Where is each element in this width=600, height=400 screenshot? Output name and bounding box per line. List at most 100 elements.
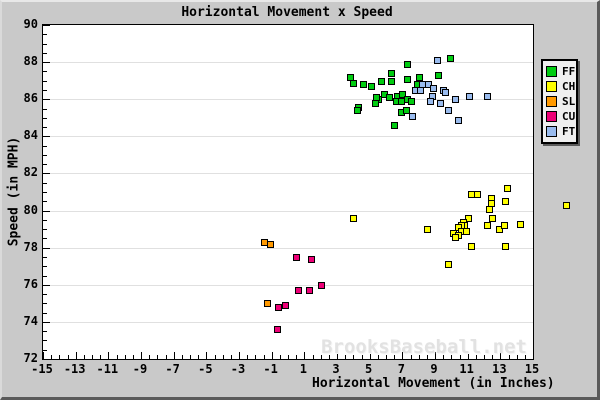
data-point-FT (466, 92, 474, 100)
gridline-y-74 (43, 321, 533, 323)
data-point-CU (281, 302, 289, 310)
y-minor-tick (43, 256, 47, 258)
data-point-FF (397, 98, 405, 106)
x-tick-label-1: 1 (299, 362, 307, 376)
data-point-FF (404, 60, 412, 68)
x-major-tick (206, 352, 208, 359)
data-point-FT (433, 57, 441, 65)
x-tick-label--5: -5 (198, 362, 213, 376)
y-minor-tick (43, 164, 47, 166)
legend-swatch-CH (546, 81, 557, 92)
data-point-CH (464, 214, 472, 222)
plot-area: BrooksBaseball.net (42, 24, 570, 360)
y-tick-label-90: 90 (23, 17, 38, 31)
x-minor-tick (345, 355, 347, 359)
x-tick-label--9: -9 (132, 362, 148, 376)
x-major-tick (402, 352, 404, 359)
x-major-tick (75, 352, 77, 359)
y-minor-tick (43, 331, 47, 333)
x-minor-tick (198, 355, 200, 359)
x-tick-label-11: 11 (459, 362, 474, 376)
watermark: BrooksBaseball.net (321, 336, 527, 358)
data-point-FF (402, 107, 410, 115)
data-point-FF (446, 55, 454, 63)
data-point-CH (516, 220, 524, 228)
data-point-FF (386, 94, 394, 102)
x-minor-tick (214, 355, 216, 359)
x-minor-tick (475, 355, 477, 359)
data-point-CH (474, 190, 482, 198)
y-minor-tick (43, 192, 47, 193)
data-point-FT (451, 96, 459, 104)
x-tick-label--11: -11 (96, 362, 119, 376)
y-minor-tick (43, 312, 47, 314)
gridline-y-76 (43, 284, 533, 286)
x-tick-label-7: 7 (397, 362, 405, 376)
y-tick-label-80: 80 (23, 202, 38, 217)
y-minor-tick (43, 80, 47, 82)
legend: FF CH SL CU FT (541, 59, 578, 144)
x-minor-tick (247, 355, 249, 359)
data-point-FT (445, 107, 453, 115)
data-point-CH (495, 226, 503, 234)
x-minor-tick (296, 355, 298, 359)
chart-title: Horizontal Movement x Speed (181, 5, 393, 20)
x-minor-tick (51, 355, 53, 359)
y-minor-tick (43, 43, 47, 45)
x-minor-tick (524, 355, 526, 359)
x-tick-label--7: -7 (165, 362, 180, 376)
data-point-FF (350, 79, 358, 87)
data-point-SL (267, 240, 275, 248)
data-point-FT (425, 81, 433, 89)
y-minor-tick (43, 145, 47, 147)
x-major-tick (173, 352, 175, 359)
y-minor-tick (43, 154, 47, 156)
x-minor-tick (67, 355, 69, 359)
x-major-tick (369, 352, 371, 359)
x-major-tick (141, 352, 142, 359)
data-point-FF (399, 90, 407, 98)
legend-item-FT: FT (546, 124, 576, 139)
x-minor-tick (508, 355, 510, 359)
y-major-tick (43, 173, 50, 175)
legend-label-FF: FF (562, 65, 576, 78)
data-point-CH (500, 222, 508, 230)
x-minor-tick (132, 355, 134, 359)
legend-label-CH: CH (562, 80, 576, 93)
x-minor-tick (230, 355, 232, 359)
data-point-FF (404, 75, 412, 83)
data-point-FT (430, 85, 438, 93)
x-major-tick (43, 352, 44, 359)
x-minor-tick (124, 355, 126, 359)
data-point-CU (294, 287, 302, 295)
y-minor-tick (43, 266, 47, 268)
data-point-SL (263, 300, 271, 308)
x-minor-tick (328, 355, 330, 359)
data-point-FT (409, 112, 417, 120)
x-minor-tick (263, 355, 265, 359)
data-point-CH (451, 233, 459, 241)
legend-swatch-SL (546, 96, 557, 107)
data-point-FF (387, 77, 395, 85)
y-major-tick (43, 359, 50, 360)
gridline-y-78 (43, 247, 533, 249)
data-point-CH (463, 227, 471, 235)
data-point-FF (353, 107, 361, 115)
x-tick-label-3: 3 (332, 362, 340, 376)
data-point-SL (260, 239, 268, 247)
y-major-tick (43, 62, 50, 64)
data-point-FF (378, 77, 386, 85)
data-point-CH (485, 205, 493, 213)
data-point-CH (484, 222, 492, 230)
y-minor-tick (43, 108, 47, 110)
x-tick-label--1: -1 (263, 362, 278, 376)
x-major-tick (271, 352, 273, 359)
data-point-FT (454, 116, 462, 124)
legend-item-CU: CU (546, 109, 576, 124)
data-point-FF (368, 83, 376, 91)
x-minor-tick (190, 355, 191, 359)
y-minor-tick (43, 71, 47, 73)
y-minor-tick (43, 34, 47, 36)
x-tick-label--3: -3 (230, 362, 246, 376)
